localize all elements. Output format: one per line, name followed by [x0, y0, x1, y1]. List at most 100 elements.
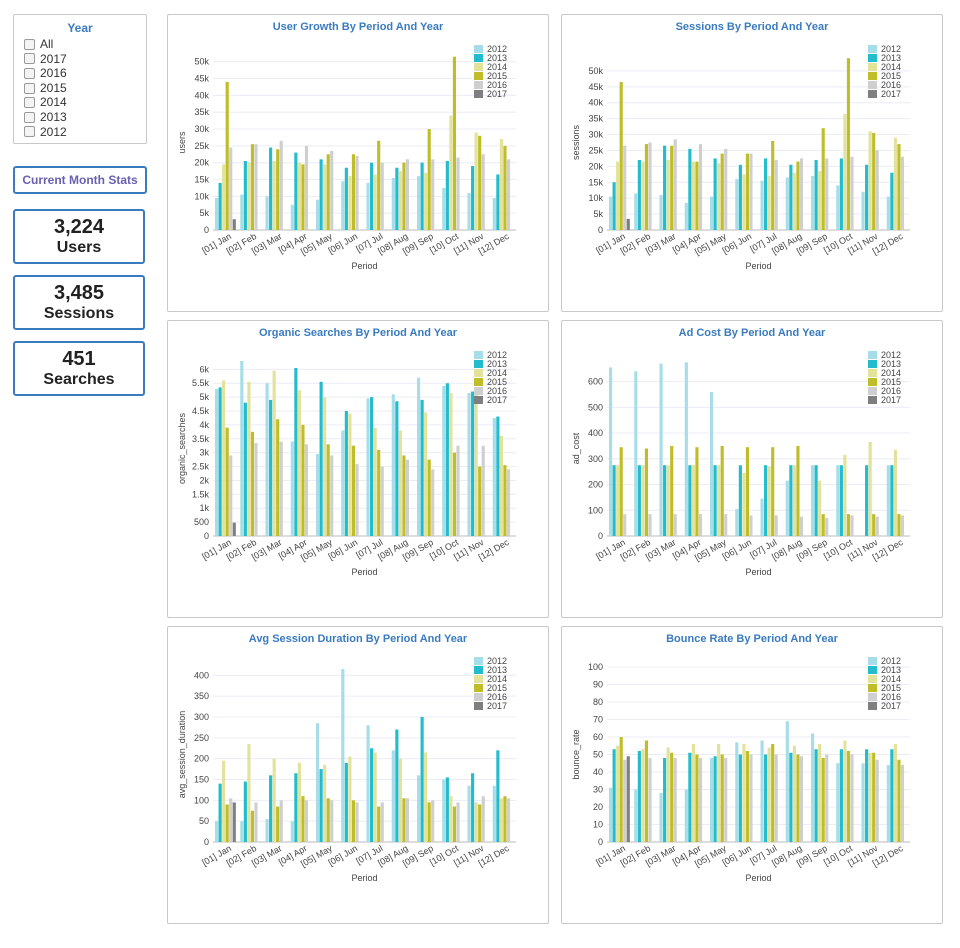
year-option-2013[interactable]: 2013: [24, 110, 146, 125]
y-tick-label: 500: [194, 517, 209, 527]
bar: [254, 144, 258, 230]
legend-swatch: [474, 351, 483, 359]
bar: [767, 175, 771, 230]
bar: [254, 802, 258, 842]
legend-label: 2014: [487, 62, 507, 72]
checkbox-icon[interactable]: [24, 53, 35, 65]
bar: [749, 515, 753, 536]
y-tick-label: 90: [593, 680, 603, 690]
bar: [897, 144, 901, 230]
bar: [872, 132, 876, 230]
bar: [290, 441, 294, 536]
checkbox-icon[interactable]: [24, 111, 35, 123]
bar: [796, 754, 800, 842]
bar: [380, 162, 384, 230]
bar: [467, 392, 471, 536]
bar: [279, 140, 283, 230]
bar: [818, 171, 822, 230]
bar: [431, 469, 435, 536]
bar: [771, 447, 775, 536]
bar: [449, 115, 453, 230]
current-month-stats-button[interactable]: Current Month Stats: [13, 166, 147, 194]
legend-label: 2017: [487, 395, 507, 405]
bar: [900, 765, 905, 842]
bar: [424, 412, 428, 536]
legend-label: 2012: [487, 656, 507, 666]
bar: [341, 181, 345, 230]
year-option-2016[interactable]: 2016: [24, 66, 146, 81]
legend-label: 2012: [487, 44, 507, 54]
bar: [789, 164, 793, 230]
bar: [373, 752, 377, 842]
legend-swatch: [868, 72, 877, 80]
sessions-chart: Sessions By Period And Year 0 5k 10k 15k 20k…: [561, 14, 943, 312]
bar: [659, 195, 663, 230]
bar: [449, 796, 453, 842]
y-tick-label: 100: [194, 795, 209, 805]
bar: [771, 744, 775, 842]
bar: [215, 388, 219, 536]
y-tick-label: 45k: [194, 74, 209, 84]
y-tick-label: 3.5k: [192, 434, 210, 444]
x-axis-label: Period: [745, 567, 771, 577]
bar: [818, 480, 822, 536]
bar: [745, 153, 750, 230]
year-option-2014[interactable]: 2014: [24, 95, 146, 110]
legend-swatch: [474, 360, 483, 368]
bar: [875, 150, 879, 230]
bar: [452, 806, 457, 842]
checkbox-icon[interactable]: [24, 67, 35, 79]
bar: [506, 469, 511, 536]
bar: [637, 751, 641, 842]
bar: [688, 148, 692, 230]
bar: [323, 764, 327, 842]
bar: [821, 758, 825, 842]
checkbox-icon[interactable]: [24, 82, 35, 94]
bar: [265, 383, 269, 536]
bar: [767, 466, 771, 536]
bar: [720, 445, 724, 536]
bar: [348, 176, 352, 230]
bar: [893, 744, 897, 842]
bar: [319, 159, 323, 230]
year-option-2012[interactable]: 2012: [24, 125, 146, 140]
bar: [799, 516, 804, 536]
year-option-all[interactable]: All: [24, 37, 146, 52]
checkbox-icon[interactable]: [24, 126, 35, 138]
sessions-stat-value: 3,485: [53, 282, 105, 304]
legend-swatch: [868, 702, 877, 710]
bar: [452, 56, 457, 230]
bar: [276, 419, 280, 536]
year-option-2015[interactable]: 2015: [24, 81, 146, 96]
y-tick-label: 70: [593, 715, 603, 725]
bar: [222, 380, 226, 536]
bar: [846, 514, 851, 536]
legend-swatch: [474, 72, 483, 80]
x-tick-label: [06] Jun: [720, 231, 753, 256]
bar: [304, 145, 309, 230]
legend-swatch: [868, 666, 877, 674]
bar: [738, 754, 742, 842]
bar: [865, 465, 869, 536]
y-tick-label: 5k: [199, 208, 209, 218]
bar: [890, 749, 894, 842]
year-option-2017[interactable]: 2017: [24, 52, 146, 67]
checkbox-icon[interactable]: [24, 38, 35, 50]
bar: [229, 798, 233, 842]
legend-label: 2014: [881, 368, 901, 378]
bar: [294, 152, 298, 230]
y-tick-label: 4.5k: [192, 406, 210, 416]
bar: [370, 748, 374, 842]
avg-session-duration-chart: Avg Session Duration By Period And Year …: [167, 626, 549, 924]
bar: [691, 161, 695, 230]
chart-title: User Growth By Period And Year: [272, 21, 444, 33]
bar: [839, 465, 843, 536]
bar: [825, 754, 829, 842]
bar: [789, 752, 793, 842]
legend-swatch: [474, 396, 483, 404]
users-stat-label: Users: [56, 239, 102, 256]
checkbox-icon[interactable]: [24, 97, 35, 109]
chart-plot: 05001k1.5k2k2.5k3k3.5k4k4.5k5k5.5k6k[01]…: [177, 350, 516, 577]
legend-label: 2012: [881, 44, 901, 54]
